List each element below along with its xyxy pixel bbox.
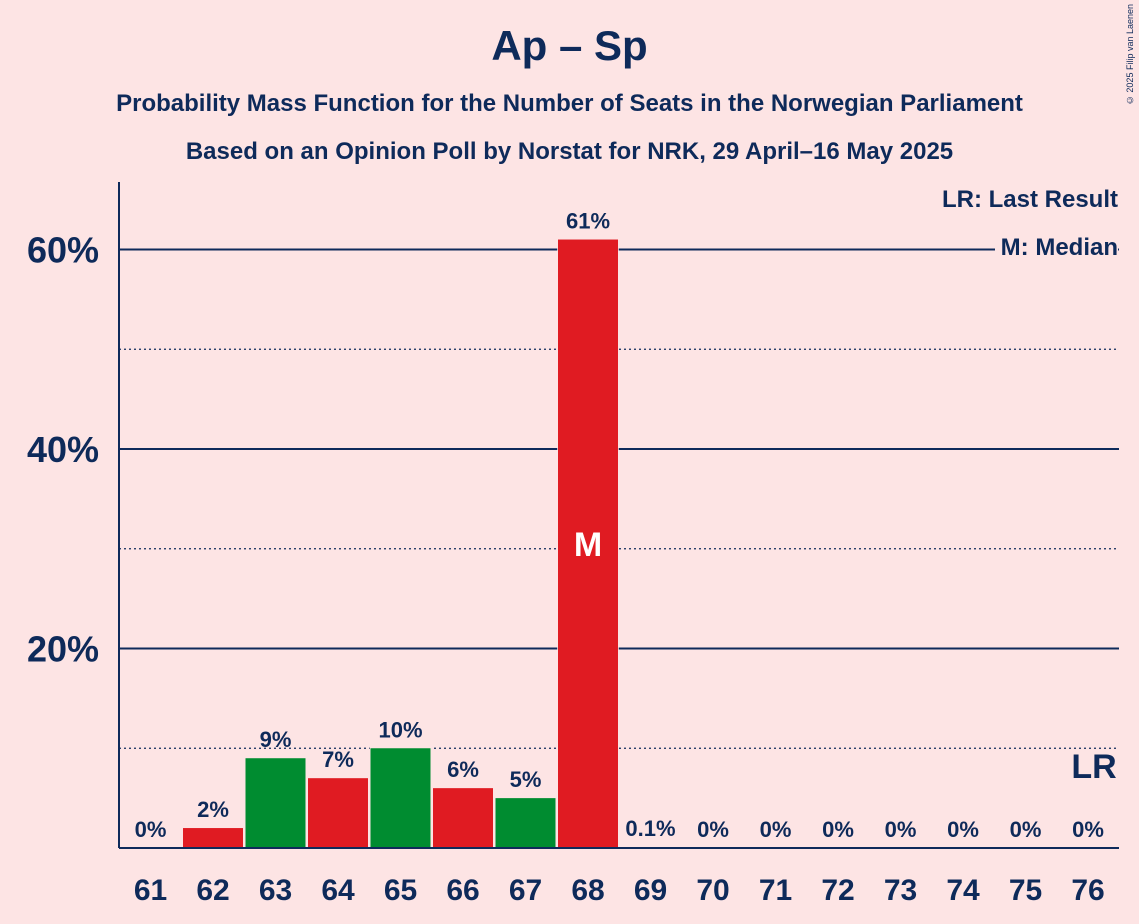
data-label-63: 9% [260,727,292,752]
bar-66 [433,788,493,848]
bar-64 [308,778,368,848]
data-label-73: 0% [885,817,917,842]
data-label-64: 7% [322,747,354,772]
chart-subtitle: Probability Mass Function for the Number… [116,90,1023,117]
x-tick-label-73: 73 [884,874,917,907]
x-tick-label-66: 66 [446,874,479,907]
data-label-68: 61% [566,209,610,234]
bar-68 [558,239,618,848]
x-tick-label-71: 71 [759,874,792,907]
data-label-61: 0% [135,817,167,842]
data-label-67: 5% [510,767,542,792]
x-tick-label-74: 74 [946,874,980,907]
data-label-65: 10% [378,717,422,742]
x-tick-label-70: 70 [696,874,729,907]
x-tick-label-63: 63 [259,874,292,907]
legend-last-result: LR: Last Result [935,186,1118,214]
data-label-74: 0% [947,817,979,842]
last-result-marker: LR [1071,748,1116,786]
data-label-66: 6% [447,757,479,782]
chart-title: Ap – Sp [491,22,648,69]
y-tick-label-40: 40% [27,429,99,470]
median-marker: M [574,526,602,564]
chart-subtitle-2: Based on an Opinion Poll by Norstat for … [185,138,954,165]
x-tick-label-62: 62 [196,874,229,907]
bar-67 [495,798,556,848]
data-label-72: 0% [822,817,854,842]
y-tick-label-60: 60% [27,230,99,271]
legend-median: M: Median [994,234,1118,262]
data-label-75: 0% [1010,817,1042,842]
x-tick-label-65: 65 [384,874,417,907]
data-label-70: 0% [697,817,729,842]
x-tick-label-68: 68 [571,874,604,907]
data-label-71: 0% [760,817,792,842]
data-label-76: 0% [1072,817,1104,842]
x-tick-label-75: 75 [1009,874,1042,907]
bar-65 [370,748,431,848]
x-tick-label-64: 64 [321,874,355,907]
x-tick-label-67: 67 [509,874,542,907]
bar-63 [245,758,306,848]
x-tick-label-69: 69 [634,874,667,907]
data-label-69: 0.1% [625,816,675,841]
y-tick-label-20: 20% [27,629,99,670]
x-tick-label-76: 76 [1071,874,1104,907]
bar-62 [183,828,243,848]
x-tick-label-72: 72 [821,874,854,907]
x-tick-label-61: 61 [134,874,167,907]
data-label-62: 2% [197,797,229,822]
